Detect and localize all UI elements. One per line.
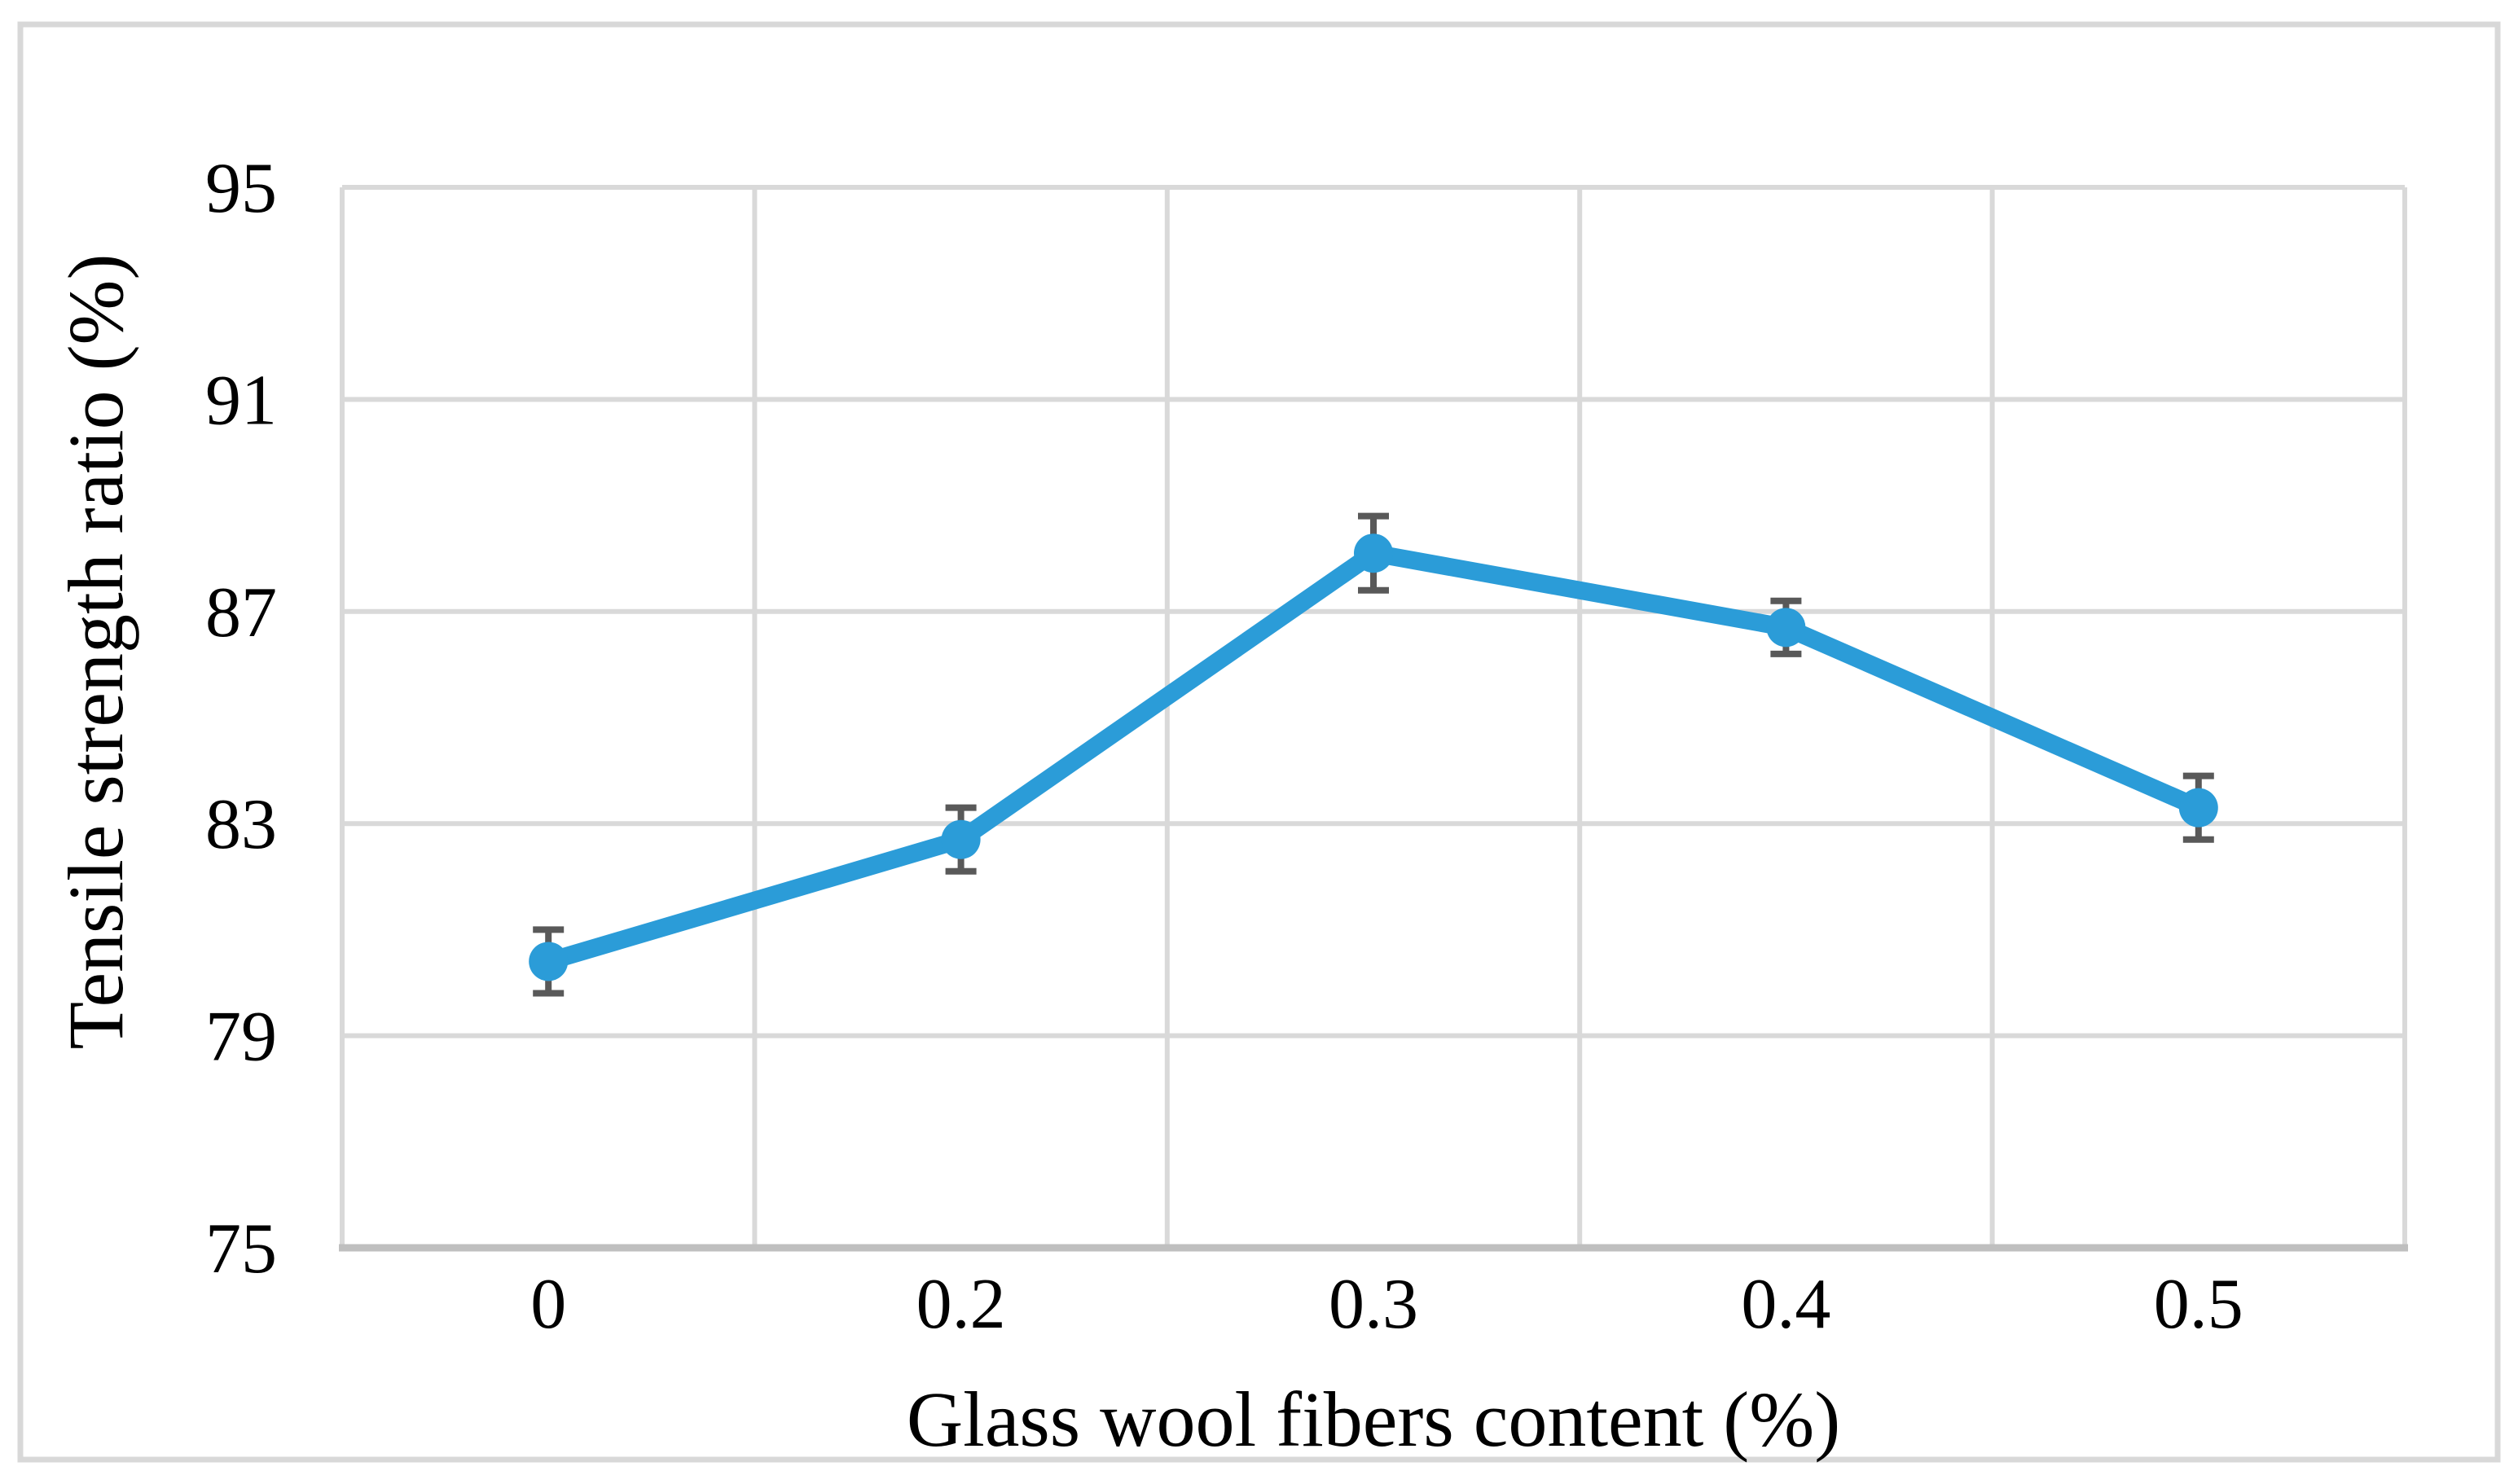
x-tick-label: 0.4 [1741,1265,1830,1344]
y-axis-title: Tensile strength ratio (%) [52,254,139,1050]
series-layer [529,512,2218,997]
y-tick-label: 87 [205,573,277,652]
data-point-marker [1766,608,1806,648]
y-tick-label: 91 [205,361,277,440]
x-tick-label: 0 [530,1265,566,1344]
tick-labels-layer: 75 79 83 87 91 95 0 0.2 0.3 0.4 0.5 [205,149,2243,1344]
x-axis-title: Glass wool fibers content (%) [907,1376,1840,1463]
y-tick-label: 83 [205,785,277,864]
y-tick-label: 95 [205,149,277,228]
figure-border [17,21,2501,1463]
data-point-marker [941,819,981,859]
data-point-marker [1354,533,1393,573]
x-tick-label: 0.2 [916,1265,1006,1344]
x-tick-label: 0.5 [2154,1265,2243,1344]
y-tick-label: 79 [205,998,277,1077]
x-tick-label: 0.3 [1329,1265,1418,1344]
data-point-marker [2178,788,2218,828]
y-tick-label: 75 [205,1210,277,1289]
data-point-marker [529,942,569,981]
